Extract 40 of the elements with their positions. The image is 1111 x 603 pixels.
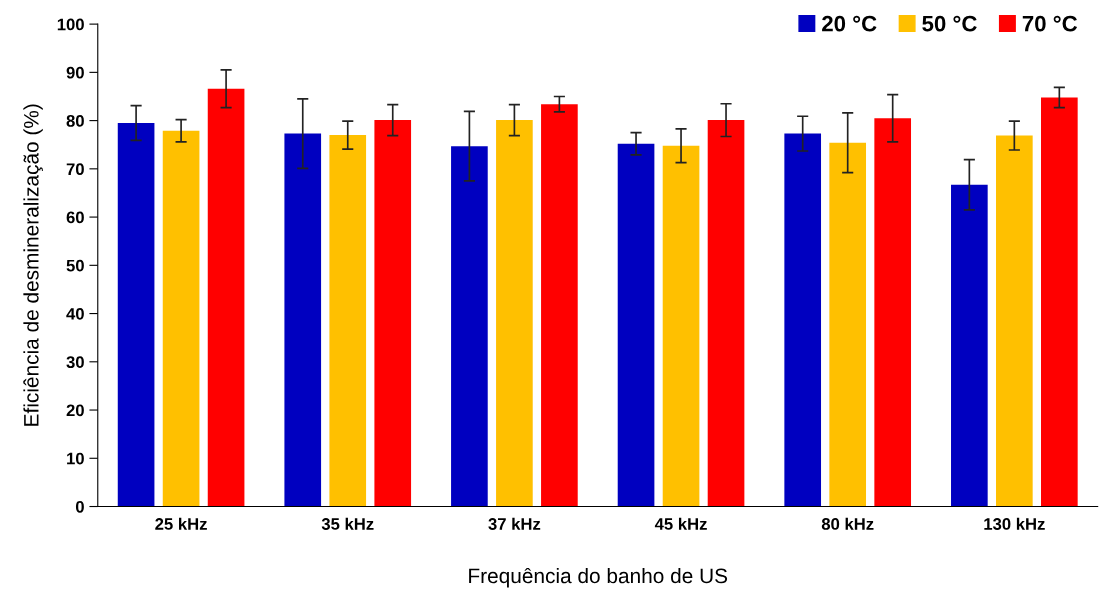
bar (707, 120, 745, 507)
y-tick-label: 30 (66, 356, 84, 369)
y-tick-label: 40 (66, 307, 84, 320)
x-tick-label: 37 kHz (488, 517, 541, 530)
bar (1041, 97, 1078, 507)
legend-label: 50 °C (922, 15, 977, 32)
x-tick-label: 80 kHz (821, 517, 874, 530)
y-tick-label: 80 (66, 115, 84, 127)
bar (951, 184, 988, 507)
y-tick-label: 60 (66, 211, 84, 224)
y-tick-label: 50 (66, 259, 84, 272)
x-tick-label: 130 kHz (984, 517, 1045, 530)
y-tick-label: 90 (66, 66, 84, 79)
bar (284, 133, 322, 507)
x-tick-label: 25 kHz (155, 517, 207, 530)
bar (617, 143, 655, 507)
bar (496, 120, 533, 507)
legend-label: 70 °C (1022, 15, 1078, 32)
x-tick-label: 45 kHz (654, 517, 707, 530)
x-tick-label: 35 kHz (321, 517, 374, 530)
bar (207, 88, 245, 507)
y-tick-label: 10 (67, 452, 84, 465)
bar (541, 104, 578, 507)
y-tick-label: 20 (66, 404, 84, 417)
x-axis-title: Frequência do banho de US (469, 567, 728, 588)
bar (662, 145, 700, 507)
bar (829, 142, 867, 507)
y-tick-label: 0 (75, 500, 84, 513)
y-tick-label: 70 (66, 163, 84, 176)
bar (162, 130, 200, 507)
y-axis-title: Eficiência de desmineralização (%) (23, 104, 43, 426)
bar (117, 123, 155, 507)
bar (996, 135, 1033, 507)
bar (329, 135, 367, 507)
bar (451, 146, 488, 507)
bar (874, 118, 912, 507)
legend-label: 20 °C (822, 15, 877, 32)
y-tick-label: 100 (57, 18, 84, 31)
bar (374, 120, 412, 507)
bar (784, 133, 822, 507)
